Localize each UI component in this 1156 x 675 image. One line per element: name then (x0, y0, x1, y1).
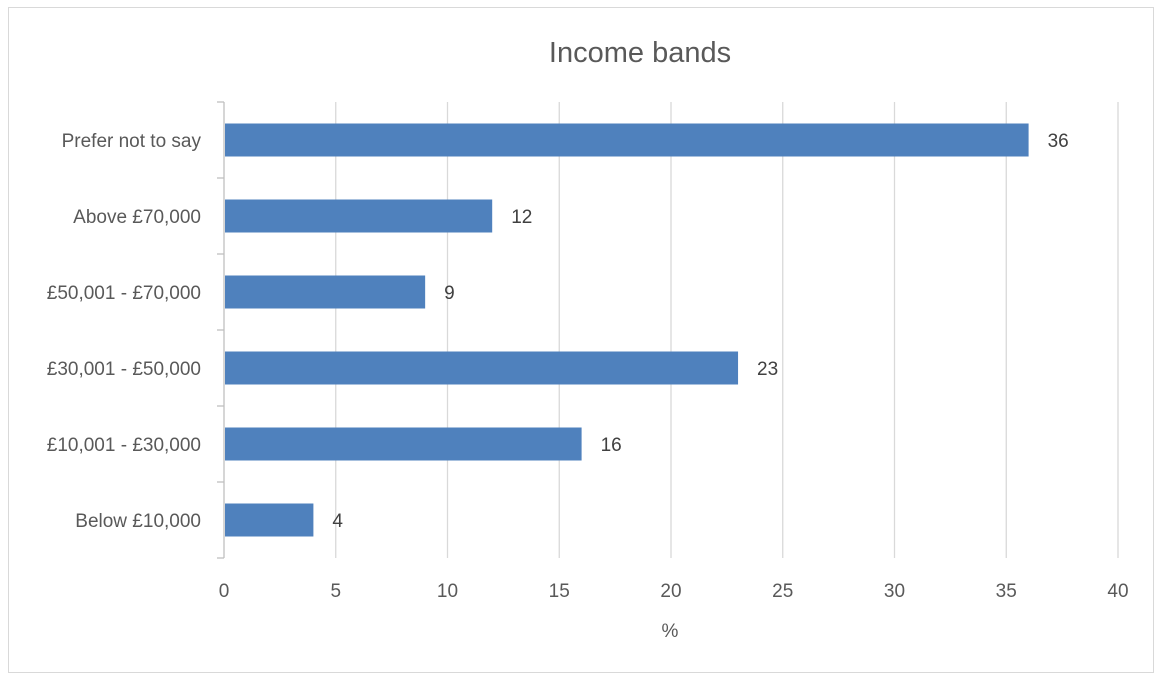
bar (225, 427, 582, 461)
bar (225, 275, 426, 309)
chart-area (8, 7, 1154, 673)
data-label: 36 (1048, 131, 1069, 152)
category-label: £50,001 - £70,000 (47, 283, 201, 304)
x-tick-label: 20 (660, 581, 681, 602)
bars (225, 123, 1029, 537)
category-label: Below £10,000 (75, 511, 201, 532)
x-tick-label: 5 (330, 581, 341, 602)
data-label: 4 (332, 511, 343, 532)
x-tick-label: 40 (1107, 581, 1128, 602)
data-label: 9 (444, 283, 455, 304)
gridlines (335, 102, 1119, 558)
bar (225, 351, 739, 385)
category-label: Above £70,000 (73, 207, 201, 228)
x-tick-label: 15 (549, 581, 570, 602)
y-axis-category-labels: Below £10,000 £10,001 - £30,000 £30,001 - … (47, 131, 202, 532)
x-tick-label: 30 (884, 581, 905, 602)
category-label: £10,001 - £30,000 (47, 435, 201, 456)
data-labels: 4 16 23 9 12 36 (332, 131, 1068, 532)
x-tick-label: 25 (772, 581, 793, 602)
data-label: 12 (511, 207, 532, 228)
chart-title: Income bands (549, 37, 731, 69)
data-label: 16 (601, 435, 622, 456)
x-axis-label: % (662, 621, 679, 642)
x-tick-label: 10 (437, 581, 458, 602)
category-axis (217, 101, 225, 559)
x-tick-label: 35 (996, 581, 1017, 602)
bar (225, 123, 1029, 157)
data-label: 23 (757, 359, 778, 380)
bar (225, 503, 314, 537)
bar (225, 199, 493, 233)
x-tick-label: 0 (219, 581, 230, 602)
category-label: £30,001 - £50,000 (47, 359, 201, 380)
x-axis-tick-labels: 0 5 10 15 20 25 30 35 40 (219, 581, 1129, 602)
category-label: Prefer not to say (62, 131, 202, 152)
